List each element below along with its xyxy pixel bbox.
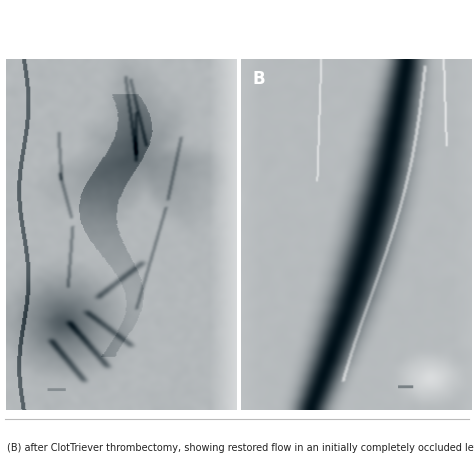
- Text: (B) after ClotTriever thrombectomy, showing restored flow in an initially comple: (B) after ClotTriever thrombectomy, show…: [7, 443, 474, 453]
- Text: B: B: [252, 70, 265, 88]
